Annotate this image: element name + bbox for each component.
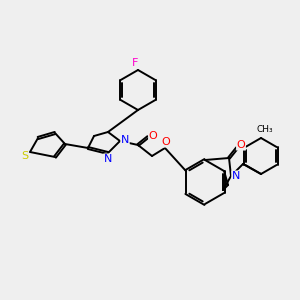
- Text: F: F: [132, 58, 138, 68]
- Text: N: N: [104, 154, 112, 164]
- Text: S: S: [21, 151, 28, 161]
- Text: N: N: [232, 171, 240, 181]
- Text: O: O: [148, 131, 158, 141]
- Text: O: O: [162, 137, 170, 147]
- Text: O: O: [237, 140, 245, 150]
- Text: CH₃: CH₃: [257, 125, 273, 134]
- Text: N: N: [121, 135, 129, 145]
